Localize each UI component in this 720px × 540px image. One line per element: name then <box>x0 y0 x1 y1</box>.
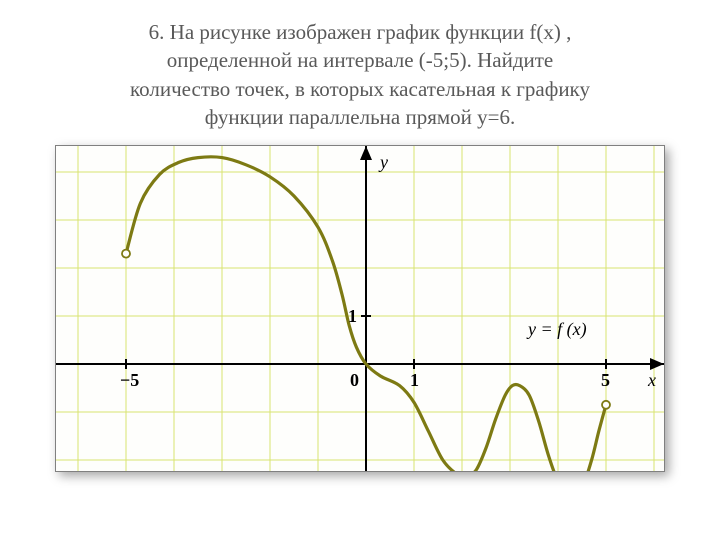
page: 6. На рисунке изображен график функции f… <box>0 0 720 540</box>
chart-container: y x 0 1 1 −5 5 y = f (x) <box>55 145 665 472</box>
svg-text:1: 1 <box>410 370 419 390</box>
problem-title: 6. На рисунке изображен график функции f… <box>0 0 720 145</box>
function-chart: y x 0 1 1 −5 5 y = f (x) <box>56 146 664 471</box>
title-line-2: определенной на интервале (-5;5). Найдит… <box>167 48 554 72</box>
title-line-3: количество точек, в которых касательная … <box>130 77 590 101</box>
svg-text:5: 5 <box>601 370 610 390</box>
svg-text:y: y <box>378 152 388 172</box>
svg-text:x: x <box>647 370 656 390</box>
title-line-4: функции параллельна прямой y=6. <box>205 105 515 129</box>
svg-text:y = f (x): y = f (x) <box>526 320 587 341</box>
svg-text:−5: −5 <box>120 370 139 390</box>
svg-text:0: 0 <box>350 370 359 390</box>
title-line-1: 6. На рисунке изображен график функции f… <box>149 20 572 44</box>
svg-text:1: 1 <box>348 306 357 326</box>
